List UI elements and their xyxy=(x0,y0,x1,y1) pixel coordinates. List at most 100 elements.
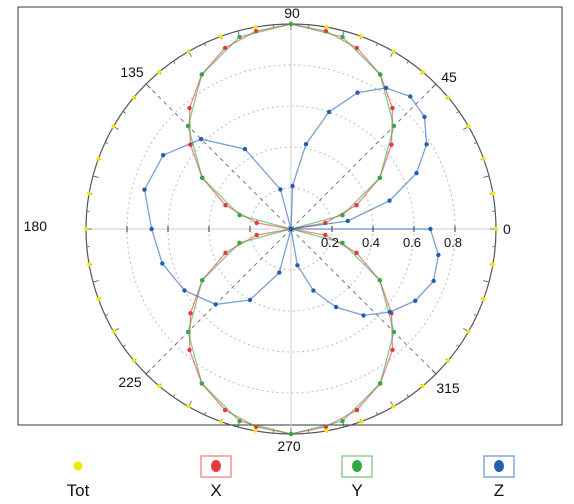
outer-tick-165 xyxy=(92,175,99,178)
data-point-z-26 xyxy=(311,288,316,293)
legend-marker-y xyxy=(352,460,362,472)
outer-tick-225 xyxy=(145,369,151,375)
radial-label-0-6: 0.6 xyxy=(403,235,421,250)
radial-labels: 0.2 0.4 0.6 0.8 xyxy=(321,235,462,250)
outer-tick-335 xyxy=(473,314,477,316)
outer-tick-305 xyxy=(406,394,409,398)
data-point-z-17 xyxy=(142,187,147,192)
data-point-y-18 xyxy=(288,431,294,437)
data-point-z-14 xyxy=(242,146,248,152)
legend-item-tot: Tot xyxy=(67,461,90,500)
angle-label-225: 225 xyxy=(118,374,142,390)
data-point-z-5 xyxy=(422,114,427,120)
data-point-tot-14 xyxy=(132,95,136,100)
data-point-tot-26 xyxy=(253,428,258,433)
legend-label-y: Y xyxy=(351,481,362,500)
data-point-tot-31 xyxy=(420,384,425,388)
data-point-tot-8 xyxy=(324,25,329,30)
spoke-225 xyxy=(145,228,292,375)
angle-label-45: 45 xyxy=(441,69,457,85)
data-point-y-16 xyxy=(199,381,204,386)
outer-tick-155 xyxy=(105,142,109,144)
data-point-tot-2 xyxy=(481,156,486,161)
series-z xyxy=(142,85,441,318)
data-point-tot-22 xyxy=(132,358,136,363)
data-point-x-31 xyxy=(390,347,395,353)
outer-tick-125 xyxy=(173,60,176,64)
data-point-z-8 xyxy=(355,90,360,95)
data-point-x-25 xyxy=(222,407,228,413)
data-point-y-20 xyxy=(378,381,383,386)
data-point-y-7 xyxy=(237,34,242,40)
outer-tick-345 xyxy=(483,280,490,283)
data-point-x-2 xyxy=(354,203,359,208)
series-tot xyxy=(84,22,498,436)
data-point-y-5 xyxy=(340,34,345,40)
data-point-tot-24 xyxy=(186,404,191,409)
data-point-tot-1 xyxy=(490,191,495,196)
outer-tick-15 xyxy=(483,175,490,178)
data-point-tot-6 xyxy=(391,49,396,54)
data-point-y-4 xyxy=(378,72,383,77)
angle-labels: 0 45 90 135 180 225 270 315 xyxy=(24,5,511,454)
data-point-z-9 xyxy=(326,109,332,115)
data-point-y-14 xyxy=(200,278,205,283)
outer-tick-25 xyxy=(473,142,477,144)
data-point-y-9 xyxy=(185,123,191,129)
outer-tick-205 xyxy=(105,314,109,316)
data-point-tot-30 xyxy=(391,404,396,409)
data-point-tot-20 xyxy=(96,297,101,302)
data-point-y-10 xyxy=(200,175,205,180)
data-point-z-25 xyxy=(295,263,300,268)
data-point-x-17 xyxy=(254,220,259,226)
legend-item-z: Z xyxy=(483,455,515,500)
data-point-z-13 xyxy=(278,187,283,192)
outer-tick-315 xyxy=(431,369,437,375)
data-point-tot-0 xyxy=(494,227,498,231)
legend: Tot X Y Z xyxy=(67,455,515,500)
data-point-y-2 xyxy=(377,175,382,180)
data-point-tot-11 xyxy=(218,34,223,39)
data-point-x-11 xyxy=(222,45,228,51)
series-layer xyxy=(84,21,498,437)
data-point-z-27 xyxy=(333,304,339,310)
data-point-z-10 xyxy=(303,142,309,147)
data-point-z-4 xyxy=(424,142,429,147)
legend-marker-tot xyxy=(73,461,83,471)
data-point-y-17 xyxy=(237,418,242,424)
data-point-y-3 xyxy=(391,123,397,129)
data-point-tot-16 xyxy=(96,156,101,161)
outer-tick-325 xyxy=(456,344,460,347)
data-point-x-13 xyxy=(187,105,192,111)
outer-tick-295 xyxy=(376,411,378,415)
data-point-y-19 xyxy=(340,418,345,424)
legend-item-x: X xyxy=(200,455,232,500)
data-point-x-7 xyxy=(354,45,360,51)
data-point-x-4 xyxy=(389,142,394,147)
data-point-tot-35 xyxy=(490,262,495,267)
data-point-z-2 xyxy=(387,198,392,203)
radial-label-0-4: 0.4 xyxy=(362,235,380,250)
data-point-x-29 xyxy=(354,407,360,413)
outer-tick-215 xyxy=(122,344,126,347)
outer-tick-55 xyxy=(406,60,409,64)
data-point-tot-3 xyxy=(466,124,471,129)
data-point-tot-34 xyxy=(481,297,486,302)
outer-tick-45 xyxy=(431,83,437,89)
data-point-tot-17 xyxy=(87,191,92,196)
data-point-z-11 xyxy=(290,183,295,189)
data-point-x-23 xyxy=(187,347,192,353)
data-point-tot-21 xyxy=(111,329,116,334)
data-point-z-7 xyxy=(383,85,389,91)
legend-marker-z xyxy=(494,460,504,472)
angle-label-315: 315 xyxy=(436,380,460,396)
spoke-45 xyxy=(290,83,437,230)
data-point-tot-7 xyxy=(359,34,364,39)
data-point-tot-32 xyxy=(446,358,450,363)
data-point-y-6 xyxy=(288,21,294,27)
data-point-z-21 xyxy=(213,302,218,307)
outer-tick-135 xyxy=(145,83,151,89)
radial-label-0-2: 0.2 xyxy=(321,235,339,250)
data-point-y-1 xyxy=(340,213,345,218)
spoke-135 xyxy=(145,83,292,230)
